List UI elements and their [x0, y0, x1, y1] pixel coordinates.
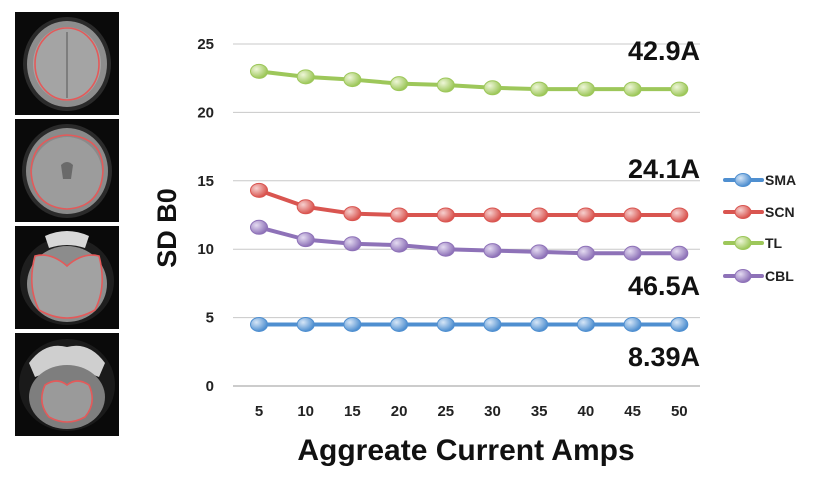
data-point-cbl	[250, 219, 268, 235]
data-point-tl	[623, 81, 642, 97]
legend-marker-cbl	[734, 269, 752, 283]
data-point-scn	[623, 207, 642, 223]
legend-label-scn: SCN	[765, 204, 795, 220]
scan-image-cbl	[15, 333, 119, 436]
data-point-cbl	[296, 232, 315, 248]
annotation-tl: 42.9A	[628, 36, 700, 66]
data-point-tl	[343, 72, 362, 88]
data-point-sma	[576, 316, 595, 332]
x-tick-label: 15	[344, 403, 361, 420]
x-tick-label: 20	[391, 403, 408, 420]
y-axis-title: SD B0	[152, 188, 182, 268]
data-point-cbl	[436, 241, 455, 257]
data-point-sma	[296, 316, 315, 332]
data-point-sma	[670, 316, 689, 332]
data-point-tl	[436, 77, 455, 93]
data-point-scn	[343, 206, 362, 222]
legend-marker-sma	[734, 173, 752, 187]
scan-image-scn	[15, 119, 119, 222]
x-axis-title: Aggreate Current Amps	[297, 434, 634, 467]
y-tick-label: 10	[197, 241, 214, 258]
scan-image-tl	[15, 226, 119, 329]
y-tick-label: 25	[197, 36, 214, 53]
data-point-scn	[530, 207, 549, 223]
data-point-scn	[250, 182, 268, 198]
data-point-sma	[343, 316, 362, 332]
series-line-scn	[257, 188, 682, 217]
data-point-cbl	[343, 236, 362, 252]
x-tick-label: 45	[624, 403, 641, 420]
data-point-scn	[670, 207, 689, 223]
data-point-tl	[670, 81, 689, 97]
legend-label-sma: SMA	[765, 172, 796, 188]
data-point-scn	[436, 207, 455, 223]
y-tick-label: 0	[206, 378, 214, 395]
data-point-sma	[530, 316, 549, 332]
x-tick-label: 25	[437, 403, 454, 420]
data-point-sma	[483, 316, 502, 332]
data-point-scn	[483, 207, 502, 223]
data-point-cbl	[390, 237, 409, 253]
legend-marker-tl	[734, 236, 752, 250]
series-line-tl	[257, 69, 682, 92]
legend: SMA SCN TL CBL	[723, 172, 796, 284]
x-tick-label: 5	[255, 403, 263, 420]
x-tick-label: 30	[484, 403, 501, 420]
x-tick-label: 10	[297, 403, 314, 420]
data-point-sma	[436, 316, 455, 332]
y-tick-label: 20	[197, 104, 214, 121]
data-point-cbl	[530, 244, 549, 260]
data-point-cbl	[483, 243, 502, 259]
data-point-cbl	[670, 245, 689, 261]
legend-marker-scn	[734, 205, 752, 219]
data-point-cbl	[623, 245, 642, 261]
annotation-cbl: 46.5A	[628, 271, 700, 301]
x-tick-label: 50	[671, 403, 688, 420]
y-tick-label: 5	[206, 310, 214, 327]
data-point-tl	[296, 69, 315, 85]
scan-image-sma	[15, 12, 119, 115]
scan-thumbnails	[15, 12, 119, 440]
annotation-sma: 8.39A	[628, 342, 700, 372]
data-point-tl	[250, 63, 268, 79]
annotation-scn: 24.1A	[628, 154, 700, 184]
data-point-sma	[390, 316, 409, 332]
legend-label-tl: TL	[765, 235, 783, 251]
data-point-tl	[530, 81, 549, 97]
data-point-cbl	[576, 245, 595, 261]
x-tick-label: 40	[578, 403, 595, 420]
data-point-scn	[296, 199, 315, 215]
series-line-cbl	[257, 225, 682, 256]
data-point-tl	[576, 81, 595, 97]
x-tick-label: 35	[531, 403, 548, 420]
data-point-sma	[250, 316, 268, 332]
data-point-scn	[390, 207, 409, 223]
data-point-tl	[390, 76, 409, 92]
data-point-scn	[576, 207, 595, 223]
data-point-sma	[623, 316, 642, 332]
legend-label-cbl: CBL	[765, 268, 794, 284]
data-point-tl	[483, 80, 502, 96]
y-tick-label: 15	[197, 173, 214, 190]
